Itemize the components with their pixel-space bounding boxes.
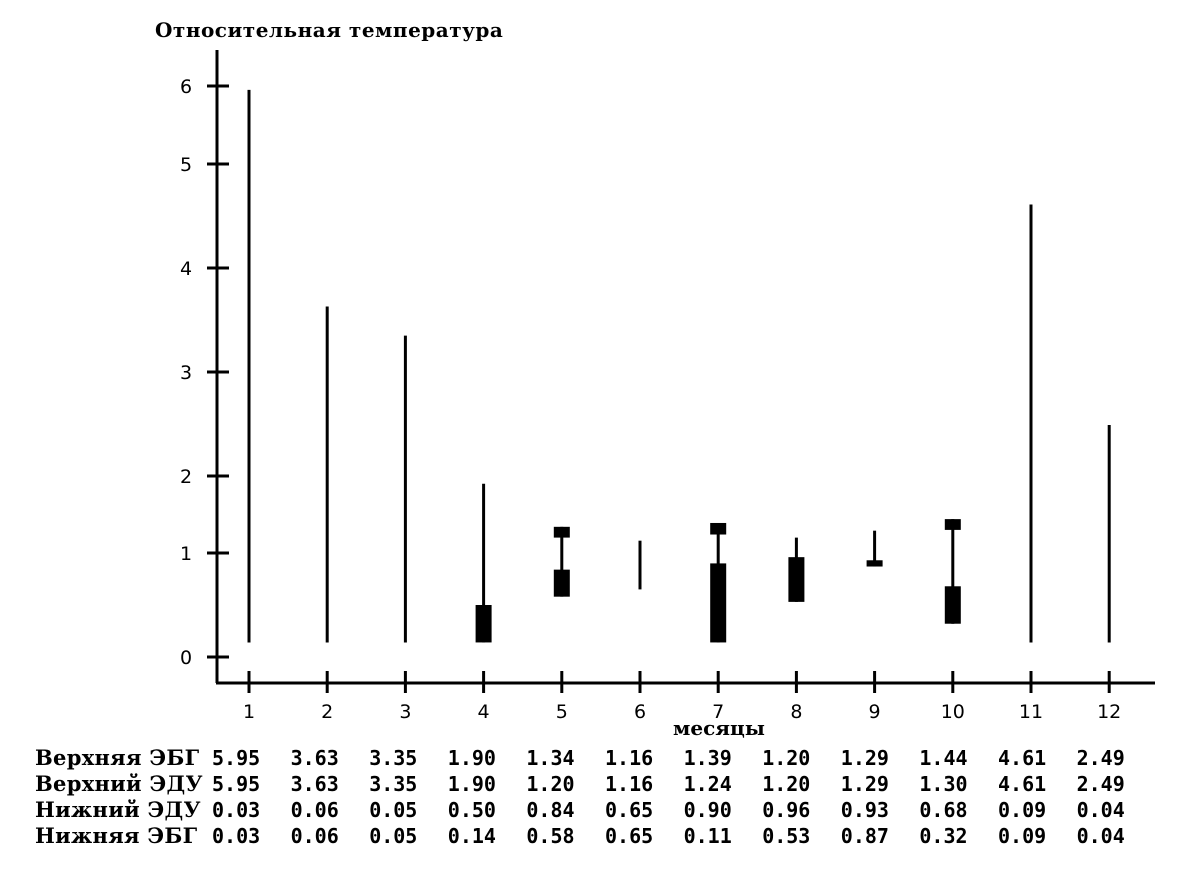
table-cell: 1.16: [605, 746, 654, 770]
table-cell: 0.05: [369, 798, 418, 822]
table-cell: 0.05: [369, 824, 418, 848]
x-tick-label: 7: [712, 701, 724, 723]
table-cell: 1.24: [683, 772, 732, 796]
table-cell: 0.50: [447, 798, 496, 822]
y-tick-label: 1: [180, 543, 192, 565]
x-tick-label: 4: [478, 701, 490, 723]
table-cell: 0.65: [605, 798, 654, 822]
table-cell: 3.63: [290, 746, 339, 770]
upper-ebg-block: [553, 526, 570, 538]
x-tick-label: 6: [634, 701, 646, 723]
y-axis-label: Относительная температура: [155, 18, 504, 42]
table-cell: 2.49: [1076, 772, 1125, 796]
table-cell: 1.44: [919, 746, 968, 770]
y-tick-label: 0: [180, 647, 192, 669]
table-cell: 1.90: [447, 746, 496, 770]
upper-ebg-block: [710, 522, 727, 535]
y-tick-label: 5: [180, 154, 192, 176]
table-cell: 0.11: [683, 824, 732, 848]
table-cell: 3.63: [290, 772, 339, 796]
lower-ebg-block: [710, 563, 727, 643]
table-cell: 0.03: [212, 798, 261, 822]
x-tick-label: 3: [399, 701, 411, 723]
table-cell: 4.61: [998, 772, 1047, 796]
table-cell: 2.49: [1076, 746, 1125, 770]
x-tick-label: 10: [941, 701, 965, 723]
upper-ebg-block: [944, 519, 961, 530]
table-cell: 0.06: [290, 824, 339, 848]
table-cell: 4.61: [998, 746, 1047, 770]
x-axis-label: месяцы: [673, 716, 765, 740]
x-tick-label: 12: [1097, 701, 1121, 723]
row-label-upper-ebg: Верхняя ЭБГ: [35, 745, 200, 770]
table-cell: 0.06: [290, 798, 339, 822]
x-tick-label: 1: [243, 701, 255, 723]
table-cell: 0.58: [526, 824, 575, 848]
x-tick-label: 5: [556, 701, 568, 723]
table-cell: 1.30: [919, 772, 968, 796]
table-cell: 0.09: [998, 798, 1047, 822]
table-cell: 1.29: [840, 772, 889, 796]
table-cell: 0.04: [1076, 798, 1125, 822]
table-cell: 1.20: [762, 746, 811, 770]
table-cell: 1.29: [840, 746, 889, 770]
row-label-upper-edu: Верхний ЭДУ: [35, 771, 203, 796]
table-cell: 0.96: [762, 798, 811, 822]
table-cell: 0.09: [998, 824, 1047, 848]
table-cell: 0.93: [840, 798, 889, 822]
lower-ebg-block: [475, 605, 492, 643]
table-cell: 0.65: [605, 824, 654, 848]
table-cell: 0.14: [447, 824, 496, 848]
y-tick-label: 2: [180, 466, 192, 488]
table-cell: 0.53: [762, 824, 811, 848]
table-cell: 3.35: [369, 746, 418, 770]
y-tick-label: 3: [180, 362, 192, 384]
table-cell: 3.35: [369, 772, 418, 796]
x-tick-label: 8: [790, 701, 802, 723]
x-tick-label: 9: [869, 701, 881, 723]
table-cell: 1.16: [605, 772, 654, 796]
lower-ebg-block: [866, 560, 883, 567]
table-cell: 1.20: [526, 772, 575, 796]
lower-ebg-block: [553, 569, 570, 597]
x-tick-label: 11: [1019, 701, 1043, 723]
table-cell: 0.87: [840, 824, 889, 848]
table-cell: 1.90: [447, 772, 496, 796]
y-tick-label: 6: [180, 76, 192, 98]
table-cell: 0.03: [212, 824, 261, 848]
table-cell: 1.39: [683, 746, 732, 770]
table-cell: 5.95: [212, 772, 261, 796]
table-cell: 1.34: [526, 746, 575, 770]
table-cell: 0.68: [919, 798, 968, 822]
table-cell: 0.04: [1076, 824, 1125, 848]
table-cell: 5.95: [212, 746, 261, 770]
table-cell: 0.32: [919, 824, 968, 848]
x-tick-label: 2: [321, 701, 333, 723]
table-cell: 0.90: [683, 798, 732, 822]
lower-ebg-block: [944, 586, 961, 624]
lower-ebg-block: [788, 557, 805, 602]
y-tick-label: 4: [180, 258, 192, 280]
table-cell: 0.84: [526, 798, 575, 822]
table-cell: 1.20: [762, 772, 811, 796]
row-label-lower-edu: Нижний ЭДУ: [35, 797, 201, 822]
row-label-lower-ebg: Нижняя ЭБГ: [35, 823, 198, 848]
